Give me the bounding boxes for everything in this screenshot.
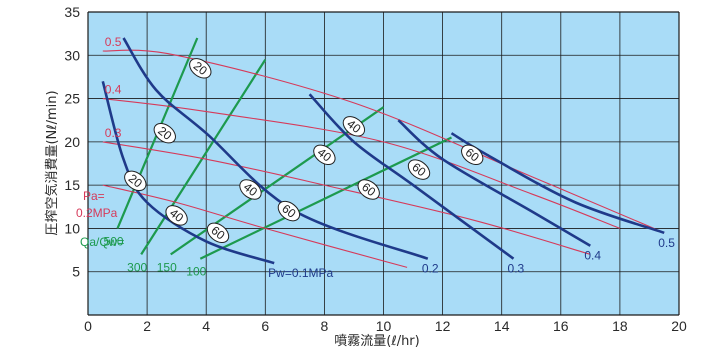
- ratio-badge-shape: [357, 179, 380, 200]
- y-axis-label: 圧搾空気消費量(Nℓ/min): [44, 90, 60, 235]
- pa-header-line2: 0.2MPa: [76, 206, 118, 220]
- x-tick-label: 16: [553, 318, 569, 334]
- x-tick-label: 4: [202, 318, 210, 334]
- ratio-badge: 40: [313, 144, 336, 166]
- pw-line: [308, 93, 515, 260]
- ratio-line: [170, 106, 385, 256]
- axis-ticks: 0 2 4 6 8 10 12 14 16 18 20 5 10 15 20 25 30 35: [64, 4, 687, 334]
- pw-line-label: 0.3: [508, 262, 525, 276]
- pw-line-label: 0.5: [658, 236, 675, 250]
- y-tick-label: 5: [72, 264, 80, 280]
- pa-line: [102, 49, 665, 234]
- x-tick-label: 6: [261, 318, 269, 334]
- x-tick-label: 10: [376, 318, 392, 334]
- pa-line-label: 0.3: [105, 126, 122, 140]
- ratio-line-label: 500: [104, 234, 124, 248]
- pa-line-label: 0.5: [105, 35, 122, 49]
- pw-line: [101, 80, 275, 265]
- ratio-header: Qa/Qw=: [80, 235, 124, 249]
- y-tick-label: 35: [64, 4, 80, 20]
- x-tick-label: 0: [84, 318, 92, 334]
- ratio-badge-shape: [153, 122, 176, 144]
- water-pressure-series: [101, 37, 665, 265]
- ratio-badge-shape: [189, 58, 212, 79]
- x-tick-label: 14: [494, 318, 510, 334]
- x-tick-label: 2: [143, 318, 151, 334]
- ratio-badge-shape: [165, 205, 188, 226]
- ratio-badge: 40: [239, 179, 262, 200]
- pa-header-line1: Pa=: [83, 189, 105, 203]
- ratio-badge: 20: [189, 58, 212, 79]
- ratio-line-label: 100: [186, 265, 206, 279]
- pw-line: [450, 132, 665, 235]
- ratio-line: [140, 59, 267, 255]
- ratio-badge-shape: [124, 170, 147, 192]
- pa-line: [102, 141, 591, 255]
- pa-line: [102, 184, 408, 268]
- pw-line: [397, 119, 591, 247]
- ratio-badge-shape: [342, 116, 366, 137]
- ratio-badge: 40: [342, 116, 366, 137]
- pw-line-label: 0.4: [584, 249, 601, 263]
- ratio-badge: 40: [165, 205, 188, 226]
- x-tick-label: 18: [612, 318, 628, 334]
- ratio-badge-shape: [277, 200, 301, 222]
- pw-line: [122, 37, 429, 260]
- y-tick-label: 20: [64, 134, 80, 150]
- y-tick-label: 25: [64, 91, 80, 107]
- x-tick-label: 12: [435, 318, 451, 334]
- ratio-badge: 60: [357, 179, 380, 200]
- ratio-badge: 60: [277, 200, 301, 222]
- pw-line-label: 0.2: [422, 262, 439, 276]
- y-tick-label: 10: [64, 220, 80, 236]
- ratio-badge: 20: [153, 122, 176, 144]
- ratio-line-label: 300: [127, 260, 147, 274]
- y-tick-label: 15: [64, 177, 80, 193]
- pa-line-label: 0.4: [105, 83, 122, 97]
- ratio-badge: 20: [124, 170, 147, 192]
- x-tick-label: 20: [671, 318, 687, 334]
- ratio-badge: 60: [206, 222, 230, 244]
- ratio-badge-shape: [239, 179, 262, 200]
- ratio-badges: 20 20 20 40 40 40 40 60 60 60 60 60: [124, 58, 484, 244]
- ratio-badge: 60: [461, 144, 484, 166]
- ratio-badge-shape: [407, 159, 431, 180]
- ratio-badge-shape: [206, 222, 230, 244]
- ratio-badge: 60: [407, 159, 431, 180]
- ratio-line-label: 150: [157, 260, 177, 274]
- x-axis-label: 噴霧流量(ℓ/hr): [334, 334, 419, 349]
- y-tick-label: 30: [64, 47, 80, 63]
- ratio-badge-shape: [461, 144, 484, 166]
- pw-line-label: Pw=0.1MPa: [268, 266, 333, 280]
- ratio-badge-shape: [313, 144, 336, 166]
- x-tick-label: 8: [321, 318, 329, 334]
